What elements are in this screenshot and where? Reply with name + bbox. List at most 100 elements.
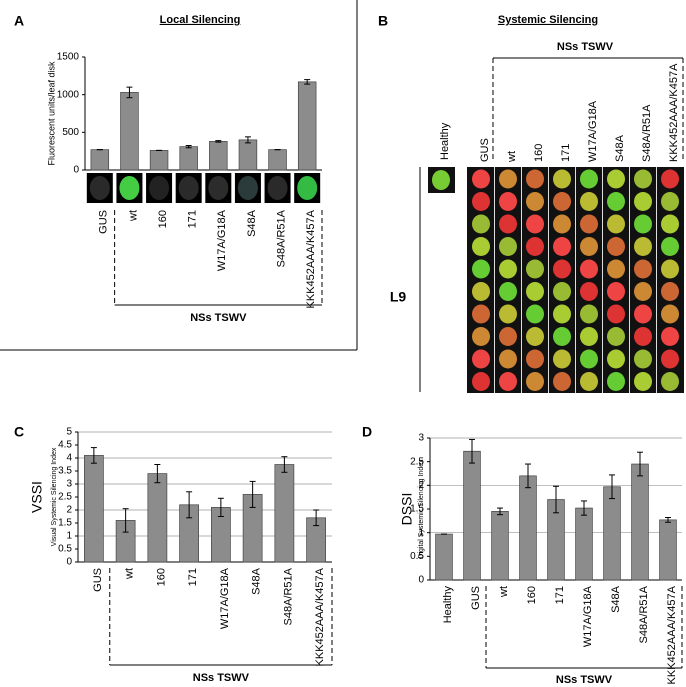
y-tick-label: 2.5 [410, 456, 424, 467]
panel-letter: D [362, 424, 372, 440]
y-tick-label: 1 [66, 531, 72, 542]
leaf [526, 169, 544, 189]
leaf [661, 304, 679, 324]
x-tick-label: S48A/R51A [275, 209, 287, 267]
x-tick-label: wt [124, 568, 136, 580]
leaf [634, 214, 652, 234]
x-tick-label: S48A/R51A [638, 585, 650, 643]
column-label: wt [506, 151, 518, 163]
leaf [526, 214, 544, 234]
y-axis-label: VSSI [29, 481, 45, 513]
y-tick-label: 1.5 [410, 504, 424, 515]
bar [297, 81, 317, 171]
y-tick-label: 3 [66, 479, 72, 490]
bar [463, 450, 481, 581]
leaf [634, 237, 652, 256]
leaf [499, 237, 517, 256]
leaf [634, 327, 652, 346]
y-axis-sublabel: Digital Systemic Silencing Index [418, 459, 425, 559]
y-tick-label: 1 [418, 527, 424, 538]
bar [603, 486, 621, 581]
column-label: 171 [560, 144, 572, 162]
x-tick-label: KKK452AAA/K457A [666, 585, 678, 684]
column-label: KKK452AAA/K457A [668, 63, 680, 162]
y-tick-label: 0 [73, 165, 79, 176]
y-tick-label: 1.5 [58, 518, 72, 529]
bar [238, 139, 258, 171]
leaf [607, 192, 625, 211]
leaf [634, 304, 652, 324]
leaf [607, 259, 625, 279]
leaf [580, 372, 598, 391]
bar [659, 519, 677, 581]
leaf [553, 214, 571, 234]
leaf [119, 176, 140, 200]
leaf [472, 372, 490, 391]
y-tick-label: 2.5 [58, 492, 72, 503]
leaf [526, 282, 544, 301]
column-label: S48A [614, 134, 626, 162]
x-tick-label: Healthy [442, 586, 454, 624]
leaf [472, 349, 490, 369]
y-axis-label: DSSI [399, 493, 415, 526]
y-tick-label: 0.5 [58, 544, 72, 555]
leaf [89, 176, 110, 200]
leaf [580, 349, 598, 369]
y-tick-label: 3 [418, 433, 424, 444]
x-tick-label: S48A/R51A [282, 567, 294, 625]
leaf [472, 214, 490, 234]
chart-title: Local Silencing [160, 14, 241, 26]
y-axis-label: Fluorescent units/leaf disk [46, 61, 56, 166]
leaf [526, 304, 544, 324]
leaf [472, 282, 490, 301]
x-tick-label: wt [498, 586, 510, 598]
leaf [499, 372, 517, 391]
bar [575, 507, 593, 581]
leaf [607, 304, 625, 324]
leaf [499, 259, 517, 279]
leaf [472, 237, 490, 256]
leaf [607, 169, 625, 189]
leaf [499, 169, 517, 189]
x-tick-label: 171 [187, 568, 199, 586]
leaf [661, 169, 679, 189]
bar [147, 473, 168, 563]
x-tick-label: W17A/G18A [219, 567, 231, 629]
x-tick-label: KKK452AAA/K457A [314, 567, 326, 666]
leaf [526, 237, 544, 256]
y-tick-label: 1000 [57, 89, 80, 100]
leaf [499, 214, 517, 234]
leaf [526, 259, 544, 279]
panel-letter: C [14, 424, 24, 440]
group-label: NSs TSWV [556, 674, 613, 686]
x-tick-label: S48A [251, 567, 263, 595]
leaf [607, 349, 625, 369]
x-tick-label: KKK452AAA/K457A [305, 209, 317, 308]
leaf [661, 237, 679, 256]
leaf [267, 176, 288, 200]
leaf [553, 349, 571, 369]
y-tick-label: 1500 [57, 52, 80, 63]
leaf [178, 176, 199, 200]
panel-letter: A [14, 13, 24, 29]
panel-title: Systemic Silencing [498, 14, 598, 26]
leaf [634, 372, 652, 391]
leaf [553, 327, 571, 346]
leaf [553, 169, 571, 189]
leaf [661, 282, 679, 301]
leaf [634, 192, 652, 211]
leaf [526, 327, 544, 346]
y-tick-label: 500 [62, 127, 79, 138]
x-tick-label: S48A [610, 585, 622, 613]
leaf [661, 214, 679, 234]
y-tick-label: 4.5 [58, 440, 72, 451]
leaf [661, 327, 679, 346]
leaf [472, 169, 490, 189]
panel-letter: B [378, 13, 388, 29]
bar [209, 141, 228, 171]
y-tick-label: 0.5 [410, 551, 424, 562]
x-tick-label: 160 [157, 210, 169, 228]
x-tick-label: GUS [92, 568, 104, 592]
leaf [553, 304, 571, 324]
